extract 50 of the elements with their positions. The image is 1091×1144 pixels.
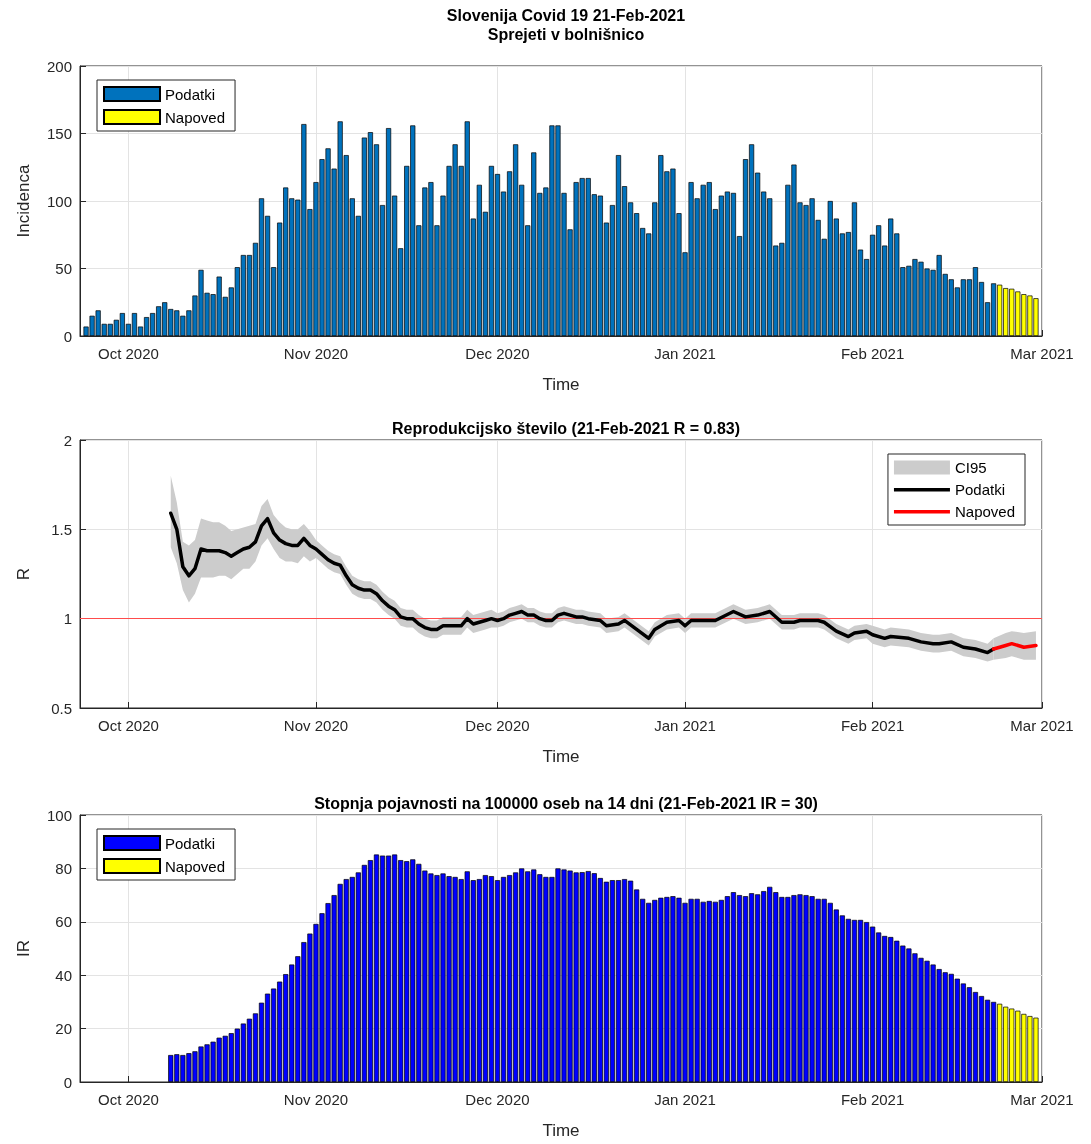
- y-tick-label: 1.5: [51, 520, 72, 538]
- x-tick-label: Oct 2020: [97, 1091, 159, 1108]
- y-tick-label: 100: [46, 192, 72, 210]
- x-tick-label: Dec 2020: [465, 345, 530, 362]
- x-tick-label: Feb 2021: [840, 345, 905, 362]
- legend-label: Podatki: [954, 481, 1005, 498]
- y-tick-label: 1: [63, 610, 72, 628]
- y-tick-label: 150: [46, 125, 72, 142]
- chart-title: Stopnja pojavnosti na 100000 oseb na 14 dni (21-Feb-2021 IR = 30): [314, 794, 818, 812]
- legend-label: Napoved: [165, 108, 226, 126]
- y-axis-title: R: [14, 567, 33, 581]
- y-tick-label: 200: [46, 57, 72, 75]
- chart-subtitle: Sprejeti v bolnišnico: [487, 25, 645, 43]
- x-tick-label: Oct 2020: [97, 345, 159, 362]
- x-tick-label: Mar 2021: [1010, 717, 1074, 734]
- x-axis-title: Time: [542, 375, 580, 394]
- chart-title: Reprodukcijsko število (21-Feb-2021 R = 0.83): [391, 419, 741, 437]
- x-tick-label: Feb 2021: [840, 717, 905, 734]
- x-tick-label: Nov 2020: [283, 717, 349, 734]
- x-tick-label: Dec 2020: [465, 717, 530, 734]
- chart-title: Slovenija Covid 19 21-Feb-2021: [446, 6, 686, 24]
- y-tick-label: 50: [55, 260, 72, 277]
- y-tick-label: 100: [46, 806, 72, 824]
- x-tick-label: Dec 2020: [465, 1091, 530, 1108]
- y-axis-title: Incidenca: [14, 164, 33, 238]
- y-tick-label: 20: [55, 1020, 72, 1038]
- y-axis-title: IR: [14, 940, 33, 957]
- x-tick-label: Mar 2021: [1010, 345, 1074, 362]
- x-tick-label: Jan 2021: [654, 345, 716, 362]
- y-tick-label: 60: [55, 913, 72, 931]
- x-tick-label: Oct 2020: [97, 717, 159, 734]
- y-tick-label: 80: [55, 859, 72, 877]
- legend-label: CI95: [954, 459, 987, 476]
- x-tick-label: Jan 2021: [654, 717, 716, 734]
- legend-label: Napoved: [165, 857, 226, 875]
- x-axis-title: Time: [542, 1121, 580, 1140]
- x-tick-label: Feb 2021: [840, 1091, 905, 1108]
- y-tick-label: 0: [63, 327, 72, 345]
- y-tick-label: 40: [55, 966, 72, 984]
- legend-label: Podatki: [165, 834, 216, 852]
- x-tick-label: Nov 2020: [283, 345, 349, 362]
- legend-label: Napoved: [954, 503, 1015, 520]
- y-tick-label: 2: [63, 431, 72, 449]
- x-axis-title: Time: [542, 747, 580, 766]
- y-tick-label: 0: [63, 1073, 72, 1091]
- x-tick-label: Jan 2021: [654, 1091, 716, 1108]
- x-tick-label: Mar 2021: [1010, 1091, 1074, 1108]
- x-tick-label: Nov 2020: [283, 1091, 349, 1108]
- legend-label: Podatki: [165, 85, 216, 103]
- y-tick-label: 0.5: [51, 699, 72, 717]
